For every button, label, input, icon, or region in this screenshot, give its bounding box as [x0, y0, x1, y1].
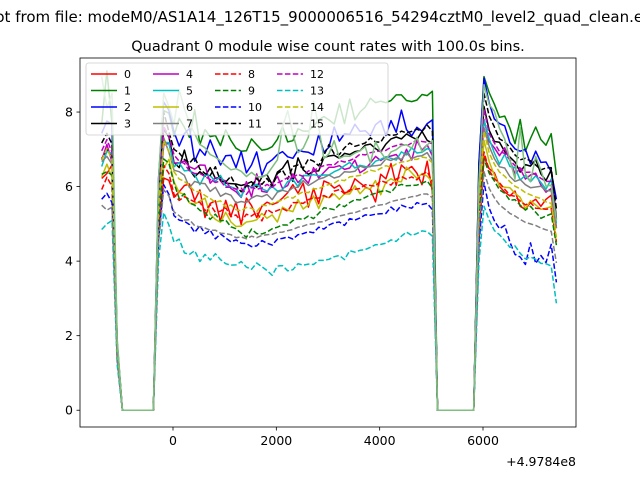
legend-label: 5	[186, 85, 193, 98]
legend-label: 3	[124, 118, 131, 131]
y-tick-label: 6	[65, 179, 73, 194]
legend-label: 9	[248, 85, 255, 98]
y-tick-label: 0	[65, 403, 73, 418]
x-offset-label: +4.9784e8	[506, 454, 576, 469]
axes-frame	[79, 57, 577, 428]
legend-label: 14	[310, 101, 324, 114]
legend-label: 10	[248, 101, 262, 114]
series-line-2	[101, 77, 558, 411]
series-line-14	[101, 130, 558, 411]
plot-lines	[100, 70, 558, 411]
series-line-12	[101, 108, 558, 411]
series-line-9	[101, 158, 558, 411]
legend-label: 1	[124, 85, 131, 98]
legend-label: 11	[248, 118, 262, 131]
legend-label: 13	[310, 85, 324, 98]
legend-label: 6	[186, 101, 193, 114]
series-line-10	[101, 181, 558, 411]
x-tick-label: 0	[169, 433, 177, 448]
legend-label: 0	[124, 68, 131, 81]
legend-box	[85, 62, 389, 136]
y-tick-label: 4	[65, 254, 73, 269]
y-tick-label: 2	[65, 328, 73, 343]
x-tick-label: 6000	[467, 433, 499, 448]
y-tick-label: 8	[65, 105, 73, 120]
series-line-13	[101, 205, 558, 411]
figure-suptitle: Plot from file: modeM0/AS1A14_126T15_900…	[0, 8, 640, 27]
x-tick-label: 4000	[364, 433, 396, 448]
legend-label: 4	[186, 68, 193, 81]
legend-label: 7	[186, 118, 193, 131]
x-tick-label: 2000	[260, 433, 292, 448]
series-line-15	[101, 170, 558, 411]
legend-label: 12	[310, 68, 324, 81]
y-axis: 0 2 4 6 8	[65, 105, 80, 418]
x-axis: 0 2000 4000 6000	[169, 427, 499, 448]
chart-title: Quadrant 0 module wise count rates with …	[131, 39, 525, 55]
legend-label: 2	[124, 101, 131, 114]
legend-label: 15	[310, 118, 324, 131]
legend-label: 8	[248, 68, 255, 81]
